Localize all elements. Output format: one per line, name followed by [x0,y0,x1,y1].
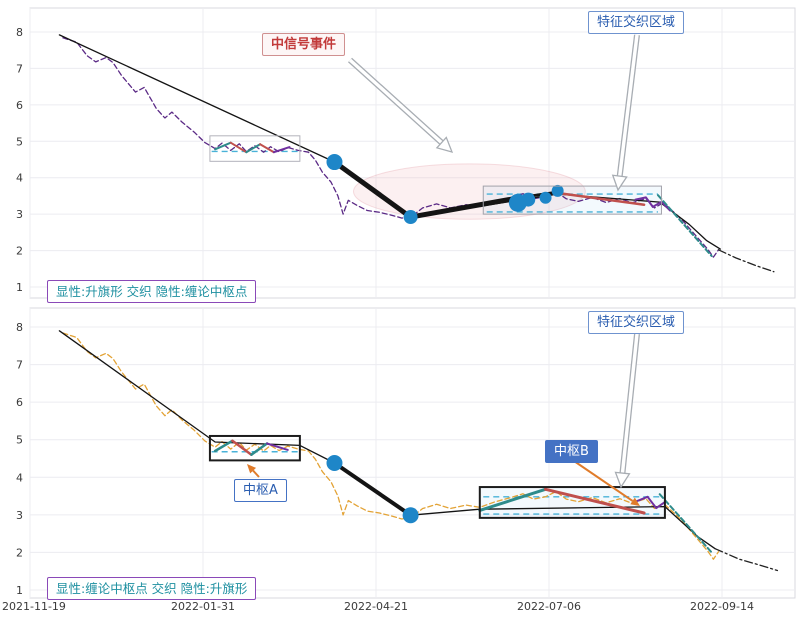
svg-text:6: 6 [16,99,23,112]
feature-zone-annotation-bottom: 特征交织区域 [588,311,685,334]
svg-text:7: 7 [16,62,23,75]
svg-text:7: 7 [16,359,23,372]
svg-text:4: 4 [16,172,23,185]
svg-text:2022-04-21: 2022-04-21 [344,600,408,613]
feature-zone-annotation-top: 特征交织区域 [588,11,685,34]
svg-text:6: 6 [16,396,23,409]
pivot-b-annotation: 中枢B [545,440,598,463]
svg-text:2: 2 [16,546,23,559]
svg-text:2022-09-14: 2022-09-14 [690,600,754,613]
pivot-a-annotation: 中枢A [234,479,287,502]
svg-text:2022-07-06: 2022-07-06 [517,600,581,613]
svg-text:8: 8 [16,26,23,39]
svg-text:1: 1 [16,281,23,294]
svg-text:3: 3 [16,509,23,522]
caption-top-panel: 显性:升旗形 交织 隐性:缠论中枢点 [47,280,257,303]
caption-bottom-panel: 显性:缠论中枢点 交织 隐性:升旗形 [47,577,257,600]
svg-text:4: 4 [16,471,23,484]
svg-text:2021-11-19: 2021-11-19 [2,600,66,613]
svg-text:8: 8 [16,321,23,334]
svg-text:1: 1 [16,584,23,597]
svg-text:5: 5 [16,135,23,148]
svg-text:2: 2 [16,245,23,258]
signal-event-annotation: 中信号事件 [262,33,346,56]
svg-text:2022-01-31: 2022-01-31 [171,600,235,613]
svg-text:3: 3 [16,208,23,221]
svg-text:5: 5 [16,434,23,447]
